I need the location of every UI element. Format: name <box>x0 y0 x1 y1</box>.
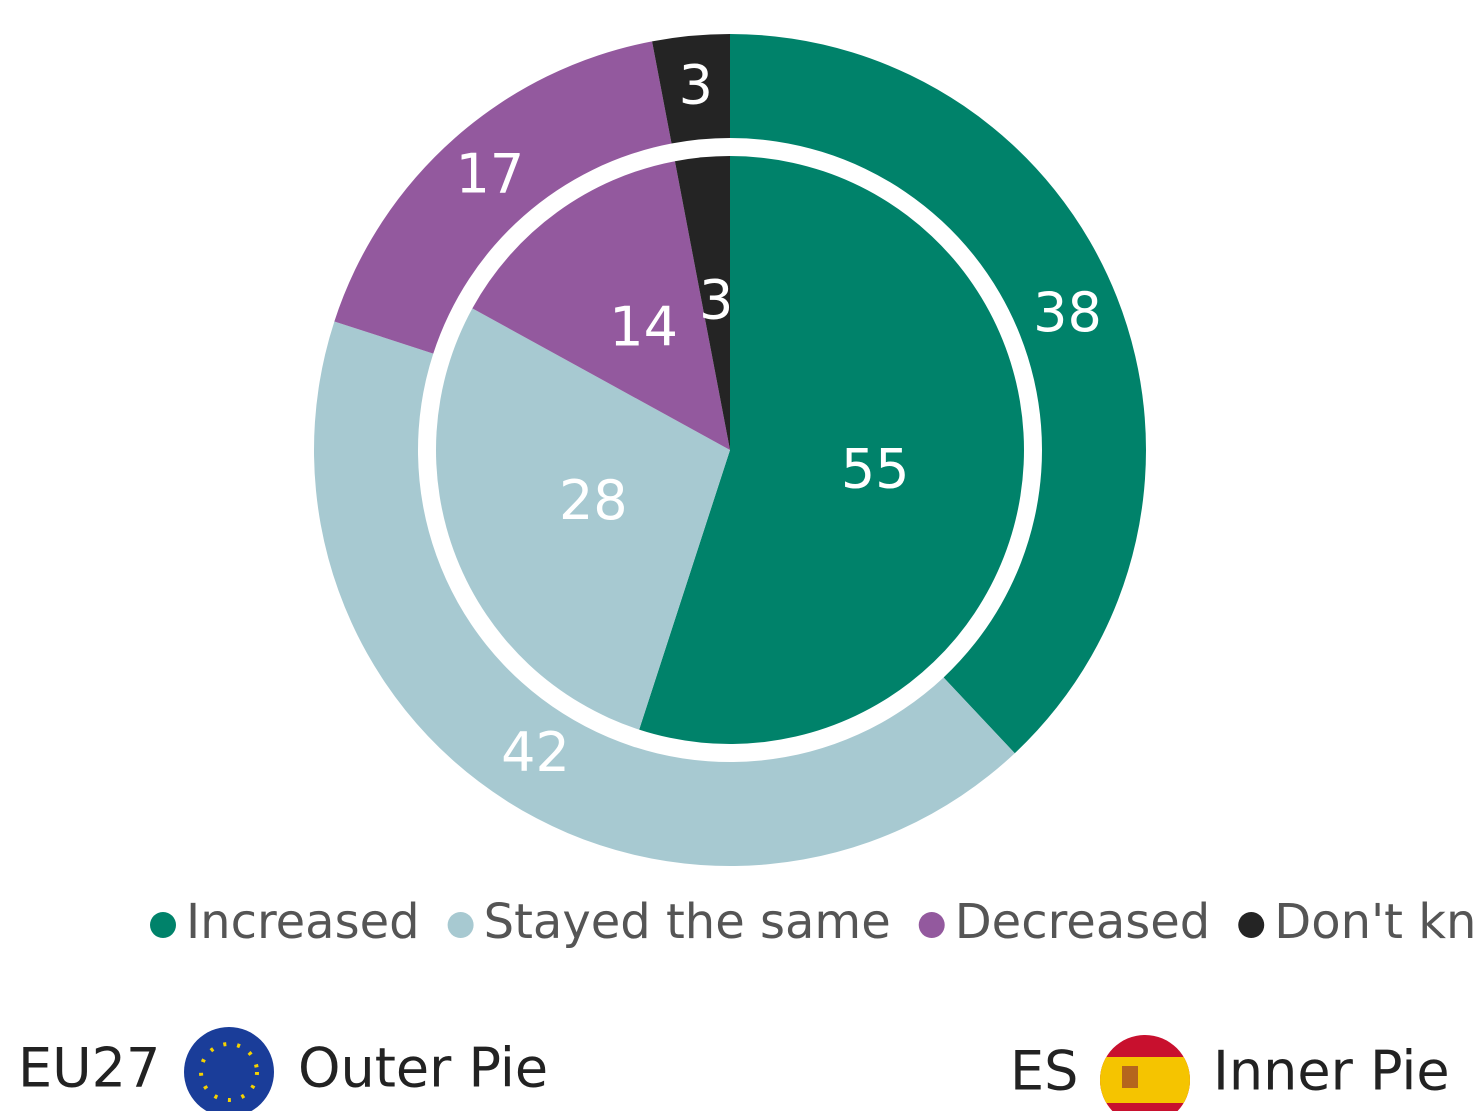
legend-marker <box>1238 912 1265 938</box>
legend-label: Decreased <box>955 894 1211 950</box>
outer-series-name: EU27 <box>18 1037 160 1100</box>
value-label: 3 <box>679 53 713 116</box>
outer-ring-label: Outer Pie <box>298 1037 548 1100</box>
slice <box>639 156 1024 744</box>
value-label: 42 <box>501 721 570 784</box>
value-label: 14 <box>609 296 678 359</box>
value-label: 28 <box>559 469 628 532</box>
legend-marker <box>150 912 176 938</box>
legend-label: Increased <box>186 894 420 950</box>
slice <box>436 308 730 730</box>
inner-ring-label: Inner Pie <box>1213 1040 1450 1103</box>
value-label: 38 <box>1033 281 1102 344</box>
legend-marker <box>447 912 474 938</box>
slice <box>674 156 730 450</box>
value-label: 17 <box>456 142 525 205</box>
value-label: 3 <box>699 268 733 331</box>
slice <box>652 34 730 144</box>
legend-label: Don't know <box>1274 894 1476 950</box>
legend-label: Stayed the same <box>484 894 891 950</box>
slice <box>472 161 730 450</box>
eu-flag <box>184 1027 274 1111</box>
legend-marker <box>918 912 945 938</box>
slice <box>314 321 1015 867</box>
value-label: 55 <box>841 438 910 501</box>
slice <box>334 41 672 354</box>
es-flag <box>1100 1035 1190 1111</box>
inner-series-name: ES <box>1010 1040 1078 1103</box>
slice <box>730 34 1147 754</box>
